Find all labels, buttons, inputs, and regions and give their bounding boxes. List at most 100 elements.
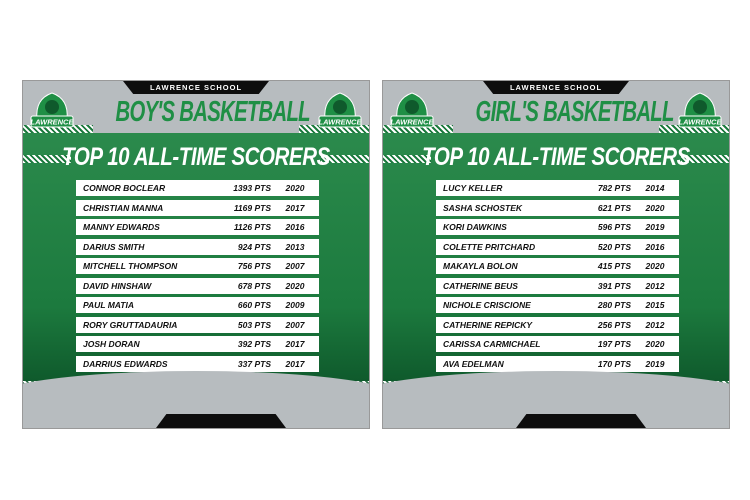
player-points: 596 PTS [597, 222, 631, 232]
player-name: MANNY EDWARDS [83, 222, 160, 232]
player-year: 2014 [645, 183, 665, 193]
player-year: 2017 [285, 202, 305, 213]
stripe-decoration [299, 125, 369, 133]
table-row: DAVID HINSHAW 678 PTS 2020 [76, 277, 319, 294]
player-points: 678 PTS [237, 280, 271, 291]
player-points: 391 PTS [597, 280, 631, 291]
table-row: CATHERINE BEUS 391 PTS 2012 [436, 277, 679, 294]
stripe-decoration [383, 155, 431, 163]
table-row: DARRIUS EDWARDS 337 PTS 2017 [76, 355, 319, 372]
stripe-decoration [23, 155, 71, 163]
table-row: NICHOLE CRISCIONE 280 PTS 2015 [436, 297, 679, 313]
player-points: 520 PTS [597, 241, 631, 252]
footer-tab [156, 414, 286, 428]
table-row: RORY GRUTTADAURIA 503 PTS 2007 [76, 316, 319, 333]
stripe-decoration [23, 125, 93, 133]
player-year: 2009 [285, 300, 305, 310]
footer-tab [516, 414, 646, 428]
player-year: 2012 [645, 280, 665, 291]
player-points: 392 PTS [237, 339, 271, 349]
table-row: CARISSA CARMICHAEL 197 PTS 2020 [436, 336, 679, 352]
lawrence-lion-logo: LAWRENCE [390, 92, 434, 128]
table-row: MITCHELL THOMPSON 756 PTS 2007 [76, 258, 319, 274]
school-name: LAWRENCE SCHOOL [123, 81, 269, 94]
player-year: 2020 [645, 261, 665, 271]
table-row: PAUL MATIA 660 PTS 2009 [76, 297, 319, 313]
player-points: 170 PTS [597, 358, 631, 369]
svg-text:LAWRENCE: LAWRENCE [679, 118, 723, 127]
player-name: NICHOLE CRISCIONE [443, 300, 531, 310]
player-points: 1126 PTS [233, 222, 271, 232]
player-name: MITCHELL THOMPSON [83, 261, 178, 271]
player-year: 2016 [285, 222, 305, 232]
sport-title: BOY'S BASKETBALL [115, 96, 311, 128]
player-year: 2013 [285, 241, 305, 252]
sport-title: GIRL'S BASKETBALL [475, 96, 675, 128]
board-heading: TOP 10 ALL-TIME SCORERS [62, 143, 330, 171]
player-points: 756 PTS [237, 261, 271, 271]
player-points: 256 PTS [597, 319, 631, 330]
player-year: 2020 [645, 339, 665, 349]
player-points: 280 PTS [597, 300, 631, 310]
table-row: SASHA SCHOSTEK 621 PTS 2020 [436, 199, 679, 216]
player-year: 2020 [645, 202, 665, 213]
player-points: 1393 PTS [233, 183, 271, 193]
player-year: 2017 [285, 339, 305, 349]
girls-basketball-board: LAWRENCE SCHOOL GIRL'S BASKETBALL LAWREN… [382, 80, 730, 429]
stripe-decoration [321, 155, 369, 163]
stripe-decoration [681, 155, 729, 163]
player-year: 2007 [285, 261, 305, 271]
lawrence-lion-logo: LAWRENCE [30, 92, 75, 128]
player-points: 782 PTS [597, 183, 631, 193]
player-name: RORY GRUTTADAURIA [83, 319, 178, 330]
player-name: CARISSA CARMICHAEL [443, 339, 541, 349]
table-row: CATHERINE REPICKY 256 PTS 2012 [436, 316, 679, 333]
player-points: 415 PTS [597, 261, 631, 271]
player-name: PAUL MATIA [83, 300, 134, 310]
lawrence-lion-logo: LAWRENCE [318, 92, 362, 128]
player-year: 2015 [645, 300, 665, 310]
player-year: 2020 [285, 280, 305, 291]
table-row: CONNOR BOCLEAR 1393 PTS 2020 [76, 180, 319, 196]
table-row: MANNY EDWARDS 1126 PTS 2016 [76, 219, 319, 235]
player-year: 2017 [285, 358, 305, 369]
player-year: 2007 [285, 319, 305, 330]
player-points: 621 PTS [597, 202, 631, 213]
player-points: 1169 PTS [233, 202, 271, 213]
boys-basketball-board: LAWRENCE SCHOOL BOY'S BASKETBALL LAWRENC… [22, 80, 370, 429]
player-points: 660 PTS [237, 300, 271, 310]
player-points: 503 PTS [237, 319, 271, 330]
board-heading: TOP 10 ALL-TIME SCORERS [422, 143, 690, 171]
table-row: COLETTE PRITCHARD 520 PTS 2016 [436, 238, 679, 255]
scorers-table: CONNOR BOCLEAR 1393 PTS 2020 CHRISTIAN M… [76, 180, 319, 375]
table-row: JOSH DORAN 392 PTS 2017 [76, 336, 319, 352]
player-points: 197 PTS [597, 339, 631, 349]
table-row: MAKAYLA BOLON 415 PTS 2020 [436, 258, 679, 274]
svg-text:LAWRENCE: LAWRENCE [31, 118, 75, 127]
player-name: DARRIUS EDWARDS [83, 358, 168, 369]
player-points: 924 PTS [237, 241, 271, 252]
player-name: CATHERINE BEUS [443, 280, 518, 291]
player-name: MAKAYLA BOLON [443, 261, 518, 271]
player-name: CONNOR BOCLEAR [83, 183, 166, 193]
player-name: JOSH DORAN [83, 339, 140, 349]
table-row: AVA EDELMAN 170 PTS 2019 [436, 355, 679, 372]
player-year: 2019 [645, 222, 665, 232]
table-row: CHRISTIAN MANNA 1169 PTS 2017 [76, 199, 319, 216]
table-row: LUCY KELLER 782 PTS 2014 [436, 180, 679, 196]
player-name: COLETTE PRITCHARD [443, 241, 536, 252]
table-row: KORI DAWKINS 596 PTS 2019 [436, 219, 679, 235]
player-year: 2019 [645, 358, 665, 369]
player-year: 2020 [285, 183, 305, 193]
lawrence-lion-logo: LAWRENCE [678, 92, 723, 128]
player-name: AVA EDELMAN [443, 358, 504, 369]
player-name: SASHA SCHOSTEK [443, 202, 523, 213]
player-name: CATHERINE REPICKY [443, 319, 533, 330]
player-name: CHRISTIAN MANNA [83, 202, 164, 213]
stripe-decoration [383, 125, 453, 133]
player-points: 337 PTS [237, 358, 271, 369]
player-name: LUCY KELLER [443, 183, 503, 193]
player-year: 2016 [645, 241, 665, 252]
scorers-table: LUCY KELLER 782 PTS 2014 SASHA SCHOSTEK … [436, 180, 679, 375]
player-name: DAVID HINSHAW [83, 280, 152, 291]
